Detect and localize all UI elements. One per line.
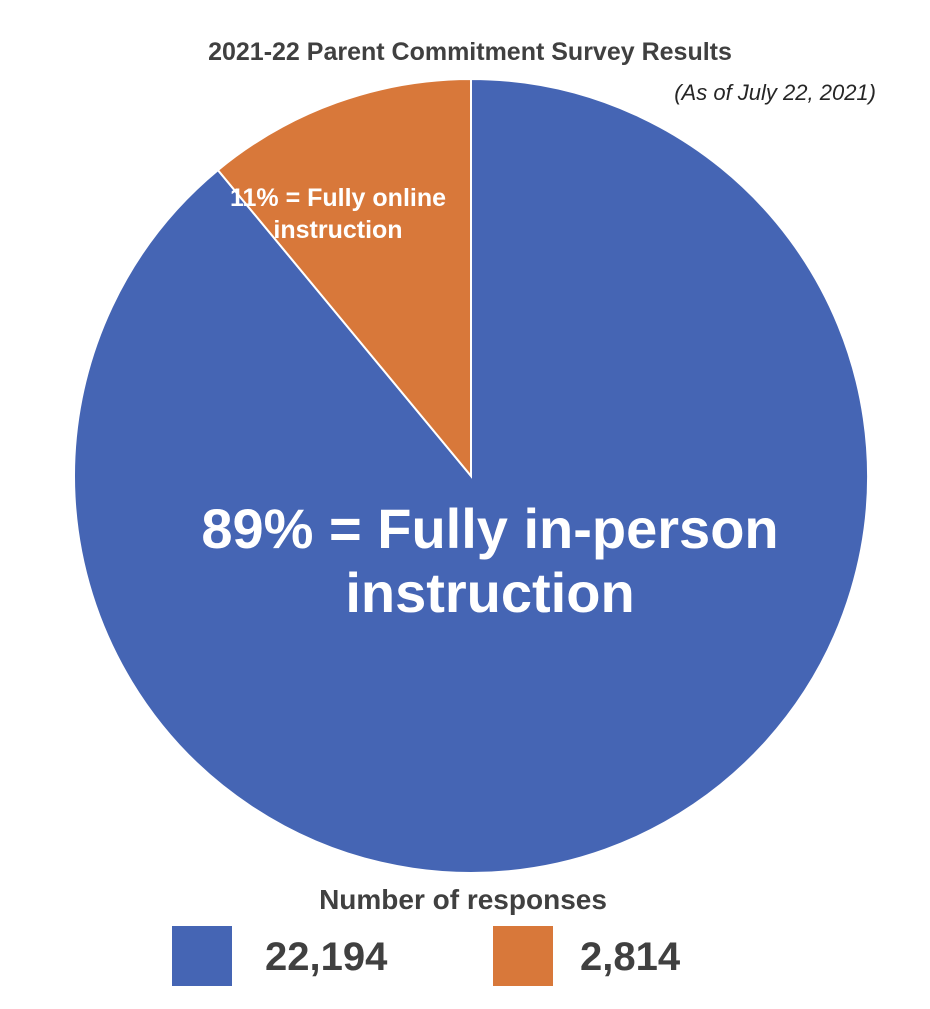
legend-swatch-1 <box>493 926 553 986</box>
slice-label-1: 11% = Fully online instruction <box>230 184 446 244</box>
slice-label-0-line-0: 89% = Fully in-person <box>201 497 778 560</box>
legend: 22,194 2,814 <box>172 926 681 986</box>
slice-label-1-line-0: 11% = Fully online <box>230 184 446 212</box>
slice-label-1-line-1: instruction <box>273 216 402 244</box>
legend-swatch-0 <box>172 926 232 986</box>
legend-value-1: 2,814 <box>580 935 681 979</box>
chart-subtitle: (As of July 22, 2021) <box>674 80 876 105</box>
legend-value-0: 22,194 <box>265 935 388 979</box>
slice-label-0-line-1: instruction <box>345 561 634 624</box>
pie-slices <box>73 77 869 874</box>
chart-title: 2021-22 Parent Commitment Survey Results <box>208 38 732 66</box>
slice-label-0: 89% = Fully in-person instruction <box>201 497 778 624</box>
legend-title: Number of responses <box>319 884 607 915</box>
pie-slice-1 <box>216 77 472 479</box>
